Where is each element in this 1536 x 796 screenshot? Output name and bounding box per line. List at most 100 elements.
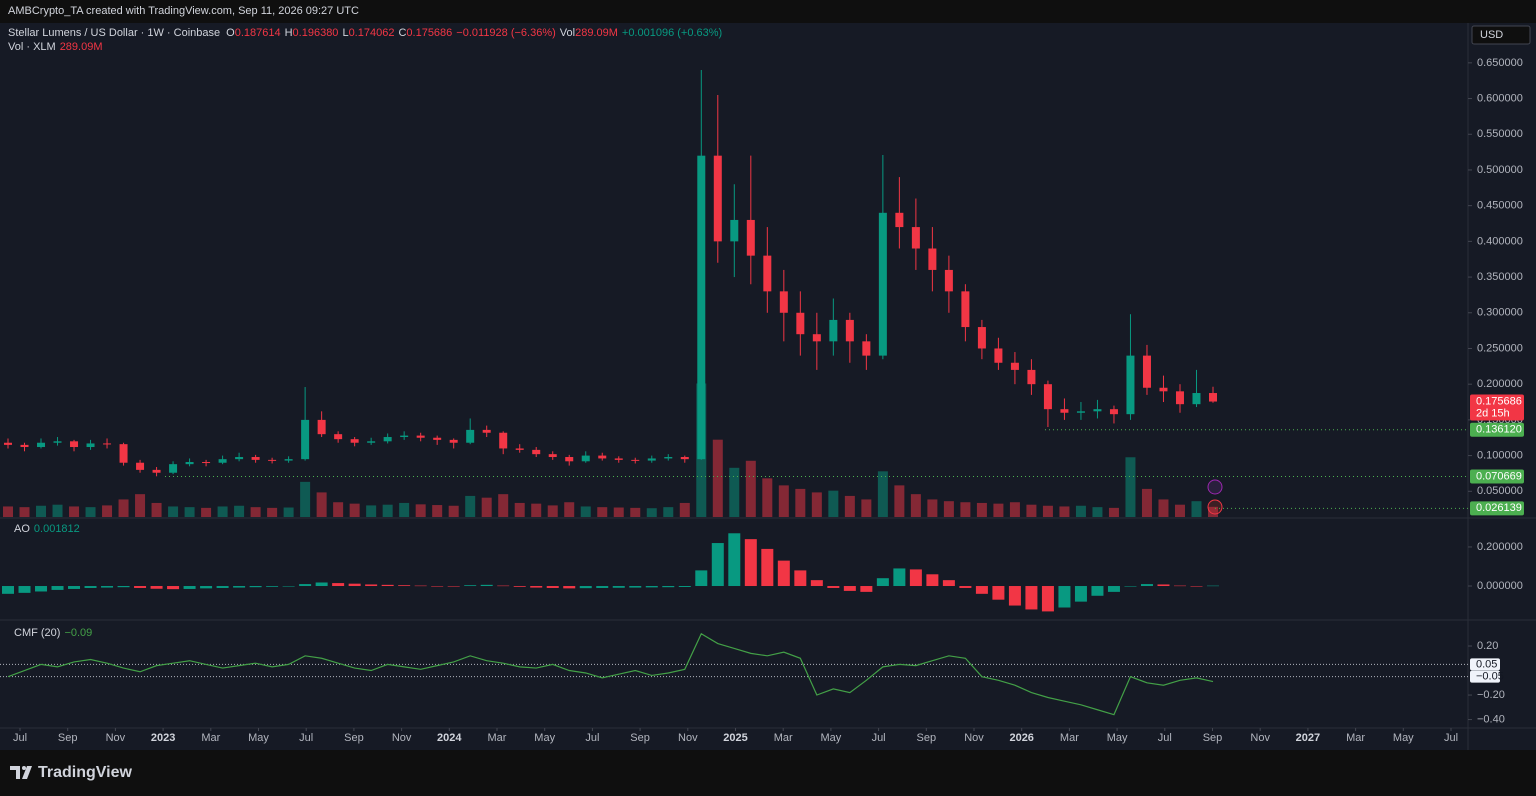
y-tick-label: 0.400000 [1477,235,1523,247]
ao-bar [266,586,279,587]
candle-body [631,459,640,461]
volume-bar [828,490,839,517]
ao-bar [497,585,510,587]
candle-body [400,435,409,438]
price-marker-box [1470,394,1524,421]
ao-bar [909,569,922,587]
ohlc-value: 0.174062 [349,27,395,39]
change: −0.011928 (−6.36%) [456,27,555,39]
volume-bar [234,505,245,517]
volume-bar [349,503,360,517]
ao-bar [1124,586,1137,587]
volume-bar [580,506,591,517]
y-tick-label: 0.500000 [1477,164,1523,176]
ao-bar [662,586,675,588]
ohlc-key: H [285,27,293,39]
volume-bar [250,507,261,517]
candle-body [598,455,607,459]
event-icon[interactable] [1207,479,1223,495]
ao-bar [68,586,81,589]
x-tick-label: Sep [1203,732,1223,744]
candle-body [1027,369,1036,385]
candle-body [812,334,821,342]
x-tick-label: Nov [964,732,984,744]
volume-bar [1141,488,1152,517]
candle-body [1142,355,1151,388]
volume-bar [960,502,971,517]
x-tick-label: Jul [13,732,27,744]
x-tick-label: Nov [392,732,412,744]
ao-bar [744,539,757,587]
candle-body [482,429,491,433]
ao-last: 0.001812 [34,523,80,535]
volume-bar [663,507,674,517]
x-tick-label: Mar [1060,732,1079,744]
ao-bar [629,586,642,588]
volume-bar [1125,457,1136,517]
candle-body [911,227,920,249]
volume-bar [943,501,954,517]
currency-box[interactable] [1471,25,1531,45]
price-marker-label: 0.136120 [1476,424,1522,436]
price-marker-label: 0.175686 [1476,395,1522,407]
candle-body [1043,384,1052,410]
ao-bar [332,583,345,587]
y-tick-label: 0.650000 [1477,57,1523,69]
volume-bar [613,507,624,517]
volume-bar [1042,505,1053,517]
ao-bar [117,586,130,588]
x-tick-label: Mar [1346,732,1365,744]
legend-line: CMF (20) −0.09 [14,627,92,639]
ao-bar [860,586,873,592]
symbol: Stellar Lumens / US Dollar · 1W · Coinba… [8,27,220,39]
volume-bar [630,507,641,517]
candle-body [103,443,112,445]
ao-bar [315,582,328,587]
ohlc-value: 0.187614 [235,27,281,39]
volume-bar [531,503,542,517]
x-tick-label: 2027 [1296,732,1320,744]
currency[interactable]: USD [1480,29,1503,41]
ao-bar [2,586,14,594]
candle-body [86,443,95,448]
candle-body [779,291,788,313]
vol-value: 289.09M [575,27,618,39]
candle-body [977,327,986,349]
volume-bar [547,505,558,517]
candle-body [416,435,425,438]
chart-area [0,23,1536,750]
ao-bar [1157,584,1170,587]
x-tick-label: May [1393,732,1414,744]
y-tick-label: 0.20 [1477,640,1498,652]
candle-body [70,441,79,448]
ao-bar [431,586,444,587]
candle-body [268,459,277,461]
volume-bar [465,495,476,517]
volume-bar [283,507,294,517]
candle-body [350,439,359,443]
ao-bar [150,586,163,589]
candle-body [383,437,392,442]
cmf-line [7,632,1214,716]
volume-bar [745,460,756,517]
ao-bar [398,585,411,587]
ao-bar [183,586,196,589]
ao-bar [200,586,213,589]
logo-mark [22,766,26,770]
ao-bar [761,548,774,587]
candle-body [449,439,458,443]
candle-body [185,462,194,465]
ao-bar [645,586,658,588]
candle-body [1126,355,1135,415]
ao-bar [1107,586,1120,592]
volume-bar [481,497,492,517]
volume-bar [217,506,228,517]
brand: TradingView [38,764,133,781]
ao-bar [1207,585,1219,587]
ao-bar [464,585,477,587]
price-marker-note: 2d 15h [1476,407,1510,419]
ao-bar [711,543,724,587]
x-tick-label: May [821,732,842,744]
